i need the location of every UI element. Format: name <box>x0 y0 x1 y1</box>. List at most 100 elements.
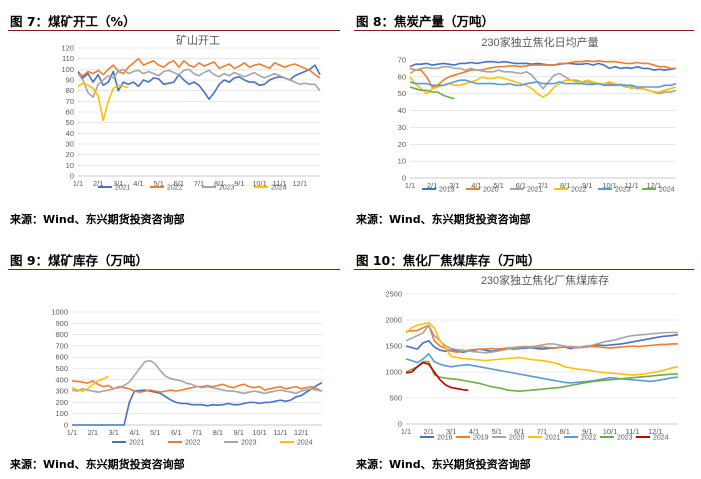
series-line-2021 <box>405 321 679 376</box>
y-tick-label: 40 <box>66 129 74 138</box>
series-line-2021 <box>77 64 321 100</box>
y-tick-label: 110 <box>62 54 74 63</box>
x-tick-label: 3/1 <box>446 427 456 436</box>
x-tick-label: 5/1 <box>153 179 163 188</box>
x-tick-label: 6/1 <box>171 428 181 437</box>
series-line-2020 <box>405 324 678 354</box>
x-tick-label: 10/1 <box>603 427 618 436</box>
panel-title: 图 10：焦化厂焦煤库存（万吨） <box>356 253 541 268</box>
chart-coke-output: 230家独立焦化日均产量 0 10 20 30 40 50 60 70 1/1 2/1 3/1 4/1 5… <box>398 35 677 194</box>
x-tick-label: 8/1 <box>213 428 223 437</box>
y-tick-label: 800 <box>55 330 68 339</box>
x-tick-label: 1/1 <box>73 179 83 188</box>
title-rule <box>8 269 340 270</box>
x-tick-label: 11/1 <box>273 179 287 188</box>
legend-label-2019: 2019 <box>473 435 489 442</box>
chart-coal-mine-inventory: 0 100 200 300 400 500 600 700 800 900 1000 1/1 2/1 3/… <box>51 308 323 447</box>
y-tick-label: 2500 <box>385 290 402 299</box>
y-tick-label: 600 <box>55 353 68 362</box>
legend-label-2021: 2021 <box>129 440 145 447</box>
legend-label-2024: 2024 <box>653 435 669 442</box>
x-tick-label: 12/1 <box>648 427 663 436</box>
legend-label-2020: 2020 <box>483 187 499 194</box>
chart-title: 230家独立焦化日均产量 <box>481 35 598 49</box>
series-line-2021 <box>409 65 677 95</box>
y-tick-label: 0 <box>402 174 406 183</box>
y-tick-label: 500 <box>55 364 68 373</box>
y-tick-label: 20 <box>66 150 74 159</box>
title-rule <box>8 30 340 31</box>
y-tick-label: 70 <box>398 56 406 65</box>
series-line-2023 <box>71 359 323 395</box>
panel-coal-mine-operation: 图 7：煤矿开工（%） 矿山开工 0 10 20 30 40 50 60 70 80 90 100 11… <box>0 0 350 240</box>
legend-label-2018: 2018 <box>437 435 453 442</box>
legend-label-2019: 2019 <box>439 187 455 194</box>
series-line-2023 <box>409 79 677 88</box>
x-tick-label: 8/1 <box>214 179 224 188</box>
x-tick-label: 1/1 <box>401 427 411 436</box>
y-tick-label: 60 <box>66 108 74 117</box>
legend-label-2021: 2021 <box>527 187 543 194</box>
series-line-2022 <box>409 76 677 98</box>
x-tick-label: 9/1 <box>234 179 244 188</box>
y-tick-label: 0 <box>70 172 74 181</box>
x-tick-label: 2/1 <box>93 179 103 188</box>
y-tick-label: 90 <box>66 76 74 85</box>
y-tick-label: 10 <box>398 157 406 166</box>
series-line-2024 <box>77 82 129 122</box>
x-tick-label: 12/1 <box>294 428 309 437</box>
y-tick-label: 300 <box>55 387 68 396</box>
chart-title: 矿山开工 <box>176 34 220 47</box>
x-tick-label: 4/1 <box>129 428 139 437</box>
y-tick-label: 80 <box>66 86 74 95</box>
x-tick-label: 10/1 <box>252 179 267 188</box>
x-tick-label: 10/1 <box>252 428 267 437</box>
legend-label-2024: 2024 <box>297 440 313 447</box>
x-tick-label: 4/1 <box>133 179 143 188</box>
legend-label-2023: 2023 <box>241 440 257 447</box>
series-line-2021 <box>72 381 323 426</box>
y-tick-label: 70 <box>66 97 74 106</box>
chart-title: 230家独立焦化厂焦煤库存 <box>481 273 609 287</box>
x-tick-label: 7/1 <box>192 428 202 437</box>
y-tick-label: 1000 <box>385 368 402 377</box>
legend-label-2022: 2022 <box>185 440 201 447</box>
x-tick-label: 2/1 <box>88 428 98 437</box>
source-note: 来源：Wind、东兴期货投资咨询部 <box>10 458 185 471</box>
legend-label-2020: 2020 <box>509 435 525 442</box>
y-tick-label: 1000 <box>51 308 68 317</box>
y-tick-label: 60 <box>398 72 406 81</box>
panel-coal-mine-inventory: 图 9：煤矿库存（万吨） 0 100 200 300 400 500 600 700 800 90… <box>0 240 350 479</box>
legend-label-2022: 2022 <box>581 435 597 442</box>
legend-label-2022: 2022 <box>571 187 587 194</box>
y-tick-label: 700 <box>55 341 68 350</box>
panel-coke-output: 图 8：焦炭产量（万吨） 230家独立焦化日均产量 0 10 20 30 40 50 60 70… <box>350 0 701 240</box>
x-tick-label: 9/1 <box>233 428 243 437</box>
x-tick-label: 1/1 <box>67 428 77 437</box>
x-tick-label: 7/1 <box>537 427 547 436</box>
y-tick-label: 50 <box>398 89 406 98</box>
x-tick-label: 12/1 <box>647 181 662 190</box>
series-line-2023 <box>405 360 678 392</box>
y-tick-label: 40 <box>398 106 406 115</box>
x-tick-label: 4/1 <box>471 181 481 190</box>
y-tick-label: 2000 <box>385 316 402 325</box>
x-tick-label: 2/1 <box>427 181 437 190</box>
x-tick-label: 9/1 <box>582 427 592 436</box>
title-rule <box>354 30 694 31</box>
x-tick-label: 3/1 <box>113 179 123 188</box>
y-tick-label: 0 <box>398 420 402 429</box>
x-tick-label: 11/1 <box>625 181 639 190</box>
legend-label-2023: 2023 <box>617 435 633 442</box>
source-note: 来源：Wind、东兴期货投资咨询部 <box>356 213 531 226</box>
y-tick-label: 0 <box>64 421 68 430</box>
x-tick-label: 9/1 <box>582 181 592 190</box>
legend-label-2021: 2021 <box>115 185 131 192</box>
x-tick-label: 1/1 <box>405 181 415 190</box>
legend-label-2022: 2022 <box>167 185 183 192</box>
legend-label-2024: 2024 <box>659 187 675 194</box>
series-line-2024 <box>409 86 455 100</box>
y-tick-label: 10 <box>66 161 74 170</box>
x-tick-label: 3/1 <box>108 428 118 437</box>
